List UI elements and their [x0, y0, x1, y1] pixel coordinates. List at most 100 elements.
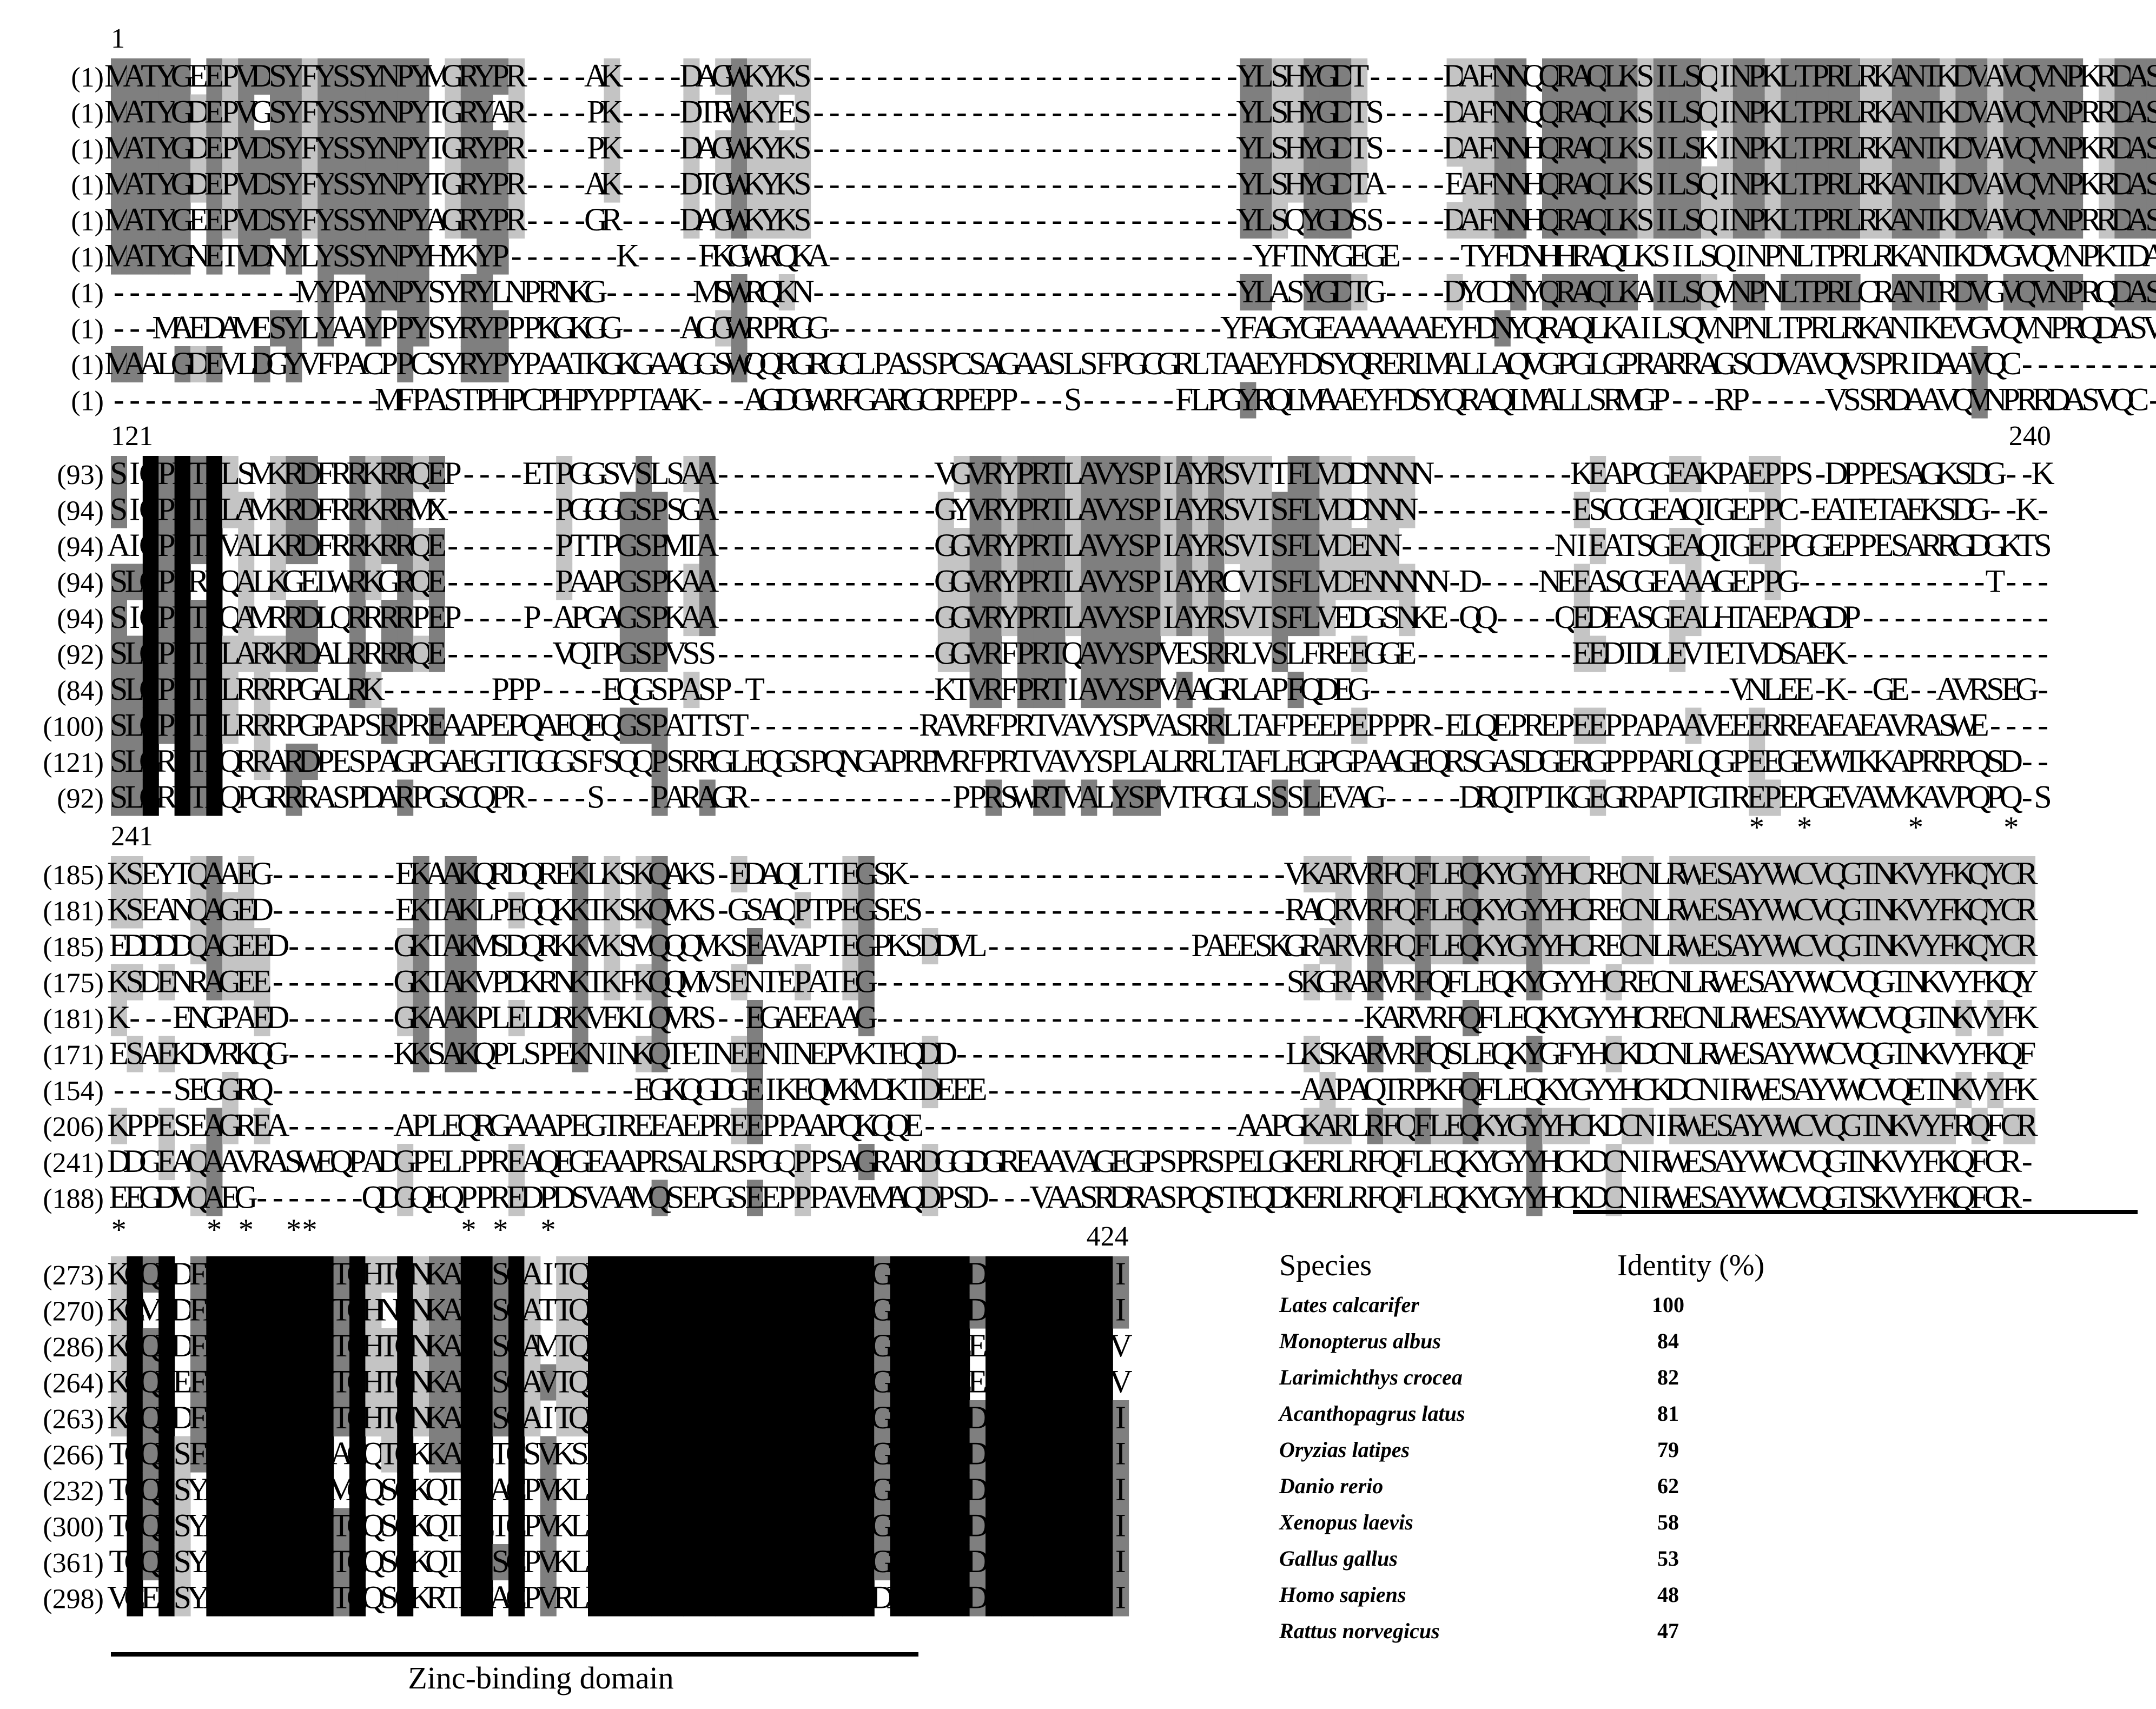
residue: - [638, 58, 649, 94]
residue: S [793, 743, 811, 779]
residue: P [1621, 743, 1638, 779]
residue: S [634, 563, 652, 599]
residue: - [1179, 1071, 1190, 1107]
residue-shade [174, 166, 191, 203]
residue: - [543, 165, 554, 201]
residue: - [733, 599, 744, 635]
residue: - [527, 58, 538, 94]
residue: - [813, 635, 824, 671]
residue: - [1401, 202, 1412, 237]
residue: S [698, 635, 716, 671]
residue: - [1529, 527, 1539, 563]
residue: - [1195, 891, 1206, 927]
row-start-position: (94) [57, 495, 104, 526]
residue: - [320, 381, 331, 417]
residue: I [1640, 1143, 1651, 1179]
residue: - [288, 963, 299, 999]
residue: - [892, 635, 903, 671]
residue: - [2085, 346, 2096, 381]
residue: - [1163, 237, 1174, 273]
residue: - [1418, 202, 1428, 237]
residue-shade [111, 346, 127, 383]
residue: - [1942, 563, 1953, 599]
residue: - [1895, 563, 1906, 599]
residue: S [110, 491, 128, 527]
residue: - [1004, 999, 1015, 1035]
residue: - [479, 599, 490, 635]
residue: - [1259, 1035, 1269, 1071]
residue: - [1051, 1071, 1062, 1107]
residue: - [1131, 963, 1142, 999]
residue: S [333, 779, 350, 814]
residue: - [1083, 1035, 1094, 1071]
residue: P [1605, 707, 1623, 743]
residue: - [511, 455, 522, 491]
residue: D [250, 891, 274, 927]
residue: - [1497, 527, 1508, 563]
residue: - [988, 1071, 999, 1107]
residue: - [1433, 455, 1444, 491]
row-start-position: (1) [71, 206, 104, 237]
residue: - [988, 891, 999, 927]
residue: S [682, 635, 700, 671]
residue: - [1481, 635, 1492, 671]
residue: - [1004, 309, 1015, 345]
residue: S [1128, 599, 1146, 635]
residue: - [861, 527, 872, 563]
residue: S [905, 346, 923, 381]
residue: - [1036, 1107, 1047, 1143]
residue: - [1131, 237, 1142, 273]
residue: - [1974, 599, 1985, 635]
residue: - [1163, 856, 1174, 891]
residue: - [1195, 237, 1206, 273]
residue: S [1159, 1179, 1177, 1215]
residue-shade [158, 238, 175, 275]
residue: - [1163, 1107, 1174, 1143]
residue: - [877, 58, 888, 94]
residue: D [266, 999, 289, 1035]
residue: - [1100, 237, 1110, 273]
residue: - [1163, 58, 1174, 94]
residue: - [1560, 491, 1571, 527]
residue: - [447, 671, 458, 707]
residue: S [1128, 671, 1146, 707]
residue: - [670, 237, 681, 273]
residue: - [368, 1107, 379, 1143]
residue: Y [155, 58, 178, 94]
residue: - [1179, 1107, 1190, 1143]
residue: - [1115, 58, 1126, 94]
residue: - [114, 309, 124, 345]
residue: - [1179, 963, 1190, 999]
residue: - [718, 563, 729, 599]
residue: D [187, 346, 210, 381]
residue: - [1386, 58, 1397, 94]
residue: - [1051, 130, 1062, 165]
residue: - [479, 563, 490, 599]
residue: E [1429, 599, 1449, 635]
residue: - [1370, 58, 1380, 94]
residue: S [587, 779, 605, 814]
residue: S [793, 130, 811, 165]
residue: - [892, 165, 903, 201]
residue: - [288, 1179, 299, 1215]
row-start-position: (84) [57, 675, 104, 706]
residue: - [1036, 1071, 1047, 1107]
residue: - [1386, 165, 1397, 201]
residue: - [956, 891, 967, 927]
residue: - [1147, 1035, 1158, 1071]
residue: - [1020, 58, 1031, 94]
residue: - [861, 130, 872, 165]
residue: - [336, 999, 347, 1035]
residue: - [1115, 381, 1126, 417]
residue: - [1131, 309, 1142, 345]
residue: - [129, 309, 140, 345]
residue: - [1386, 779, 1397, 814]
residue: F [2018, 1035, 2036, 1071]
residue: I [1719, 1071, 1730, 1107]
residue: - [1704, 381, 1715, 417]
residue: P [1382, 707, 1400, 743]
residue: - [1481, 527, 1492, 563]
residue: - [1624, 671, 1635, 707]
residue: - [1004, 94, 1015, 129]
residue: - [733, 455, 744, 491]
